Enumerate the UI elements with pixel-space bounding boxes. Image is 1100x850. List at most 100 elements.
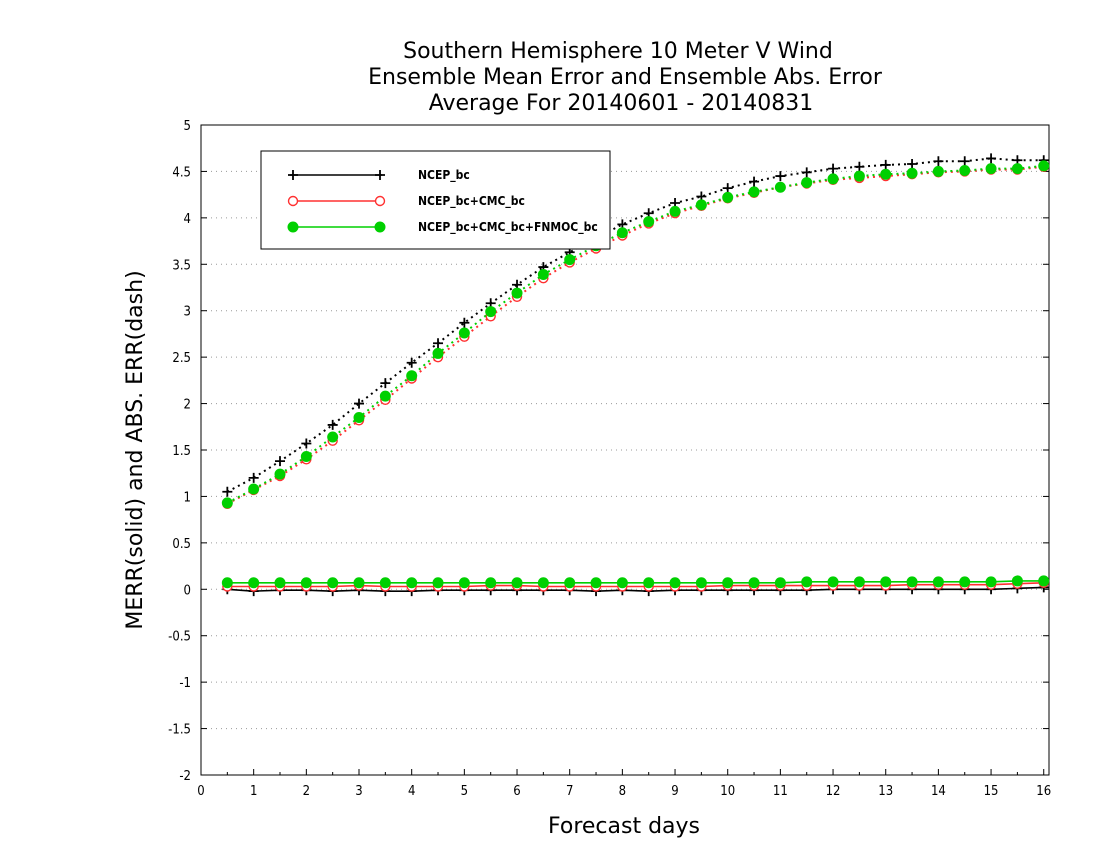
data-point xyxy=(485,306,497,318)
data-point xyxy=(774,577,786,589)
mean-error-line xyxy=(227,580,1044,584)
data-point xyxy=(327,419,338,430)
data-point xyxy=(959,165,971,176)
data-point xyxy=(287,195,299,207)
data-point xyxy=(959,576,971,588)
abs-error-line xyxy=(226,165,1044,505)
x-tick-label: 14 xyxy=(931,784,946,799)
y-tick-label: 4 xyxy=(184,212,191,227)
title-line-1: Southern Hemisphere 10 Meter V Wind xyxy=(403,39,833,64)
data-point xyxy=(616,227,628,239)
data-point xyxy=(669,205,681,217)
data-point xyxy=(274,577,286,589)
data-point xyxy=(301,438,312,449)
data-point xyxy=(827,576,839,588)
data-point xyxy=(353,577,365,589)
data-point xyxy=(564,577,576,589)
y-tick-label: 2.5 xyxy=(172,351,191,366)
y-tick-label: -1.5 xyxy=(168,723,191,738)
data-point xyxy=(748,577,760,589)
y-tick-label: 0.5 xyxy=(172,537,191,552)
data-point xyxy=(327,577,339,589)
data-point xyxy=(288,170,298,180)
data-point xyxy=(801,177,813,189)
title-line-2: Ensemble Mean Error and Ensemble Abs. Er… xyxy=(368,65,883,90)
x-tick-label: 4 xyxy=(408,784,415,799)
data-point xyxy=(511,577,523,589)
x-axis: 0 1 2 3 4 5 6 7 8 9 10 11 12 13 14 15 16 xyxy=(197,769,1051,799)
data-point xyxy=(722,577,734,589)
data-point xyxy=(959,156,970,167)
data-point xyxy=(985,576,997,588)
data-point xyxy=(907,159,918,169)
x-tick-label: 3 xyxy=(355,784,362,799)
title-line-3: Average For 20140601 - 20140831 xyxy=(429,91,814,116)
data-point xyxy=(537,577,549,589)
data-point xyxy=(379,577,391,589)
legend-item: NCEP_bc+CMC_bc xyxy=(287,194,525,209)
data-point xyxy=(375,170,385,180)
data-point xyxy=(616,577,628,589)
data-point xyxy=(748,186,760,198)
y-tick-label: -2 xyxy=(179,769,191,784)
chart-title: Southern Hemisphere 10 Meter V Wind Ense… xyxy=(368,39,883,116)
x-tick-label: 1 xyxy=(250,784,257,799)
data-point xyxy=(853,170,865,182)
legend: NCEP_bc NCEP_bc+CMC_bc NCEP_bc+CMC_bc+FNMO… xyxy=(260,150,611,250)
y-tick-label: 3.5 xyxy=(172,258,191,273)
data-point xyxy=(379,390,391,402)
data-point xyxy=(933,156,944,167)
x-tick-label: 12 xyxy=(826,784,841,799)
data-point xyxy=(406,577,418,589)
data-point xyxy=(643,577,655,589)
y-tick-label: -0.5 xyxy=(168,630,191,645)
y-axis: -2 -1.5 -1 -0.5 0 0.5 1 1.5 2 2.5 3 3.5 4 4.5 5 xyxy=(168,119,1049,784)
data-point xyxy=(695,199,707,211)
data-point xyxy=(854,161,865,172)
data-point xyxy=(374,221,386,233)
y-tick-label: 4.5 xyxy=(172,165,191,180)
data-point xyxy=(511,287,523,299)
data-point xyxy=(380,378,391,389)
data-point xyxy=(406,370,418,382)
x-tick-label: 15 xyxy=(984,784,999,799)
legend-label: NCEP_bc+CMC_bc xyxy=(418,194,525,209)
data-point xyxy=(906,167,918,179)
x-tick-label: 13 xyxy=(878,784,893,799)
data-point xyxy=(406,357,417,368)
data-point xyxy=(222,486,233,497)
data-point xyxy=(459,317,470,328)
x-tick-label: 10 xyxy=(720,784,735,799)
x-tick-label: 9 xyxy=(671,784,678,799)
y-axis-label: MERR(solid) and ABS. ERR(dash) xyxy=(123,270,148,629)
data-point xyxy=(221,577,233,589)
legend-box xyxy=(260,150,611,250)
y-tick-label: 3 xyxy=(184,305,191,320)
data-point xyxy=(432,577,444,589)
data-point xyxy=(300,451,312,462)
data-point xyxy=(643,216,655,228)
y-tick-label: 2 xyxy=(184,398,191,413)
y-tick-label: 1.5 xyxy=(172,444,191,459)
data-point xyxy=(932,165,944,177)
series-NCEP_bc+CMC_bc+FNMOC_bc xyxy=(221,160,1050,589)
y-tick-label: -1 xyxy=(179,676,191,691)
data-point xyxy=(458,327,470,339)
legend-label: NCEP_bc+CMC_bc+FNMOC_bc xyxy=(418,220,598,235)
data-point xyxy=(433,338,444,349)
data-point xyxy=(275,456,286,467)
data-point xyxy=(801,167,812,178)
legend-label: NCEP_bc xyxy=(418,168,470,183)
x-tick-label: 0 xyxy=(197,784,204,799)
legend-item: NCEP_bc xyxy=(288,168,470,183)
x-tick-label: 7 xyxy=(566,784,573,799)
x-tick-label: 2 xyxy=(303,784,310,799)
data-point xyxy=(248,472,259,483)
data-point xyxy=(374,195,386,207)
data-point xyxy=(880,168,892,180)
data-point xyxy=(432,347,444,359)
data-point xyxy=(537,269,549,280)
data-point xyxy=(722,183,733,194)
y-tick-label: 1 xyxy=(184,490,191,505)
